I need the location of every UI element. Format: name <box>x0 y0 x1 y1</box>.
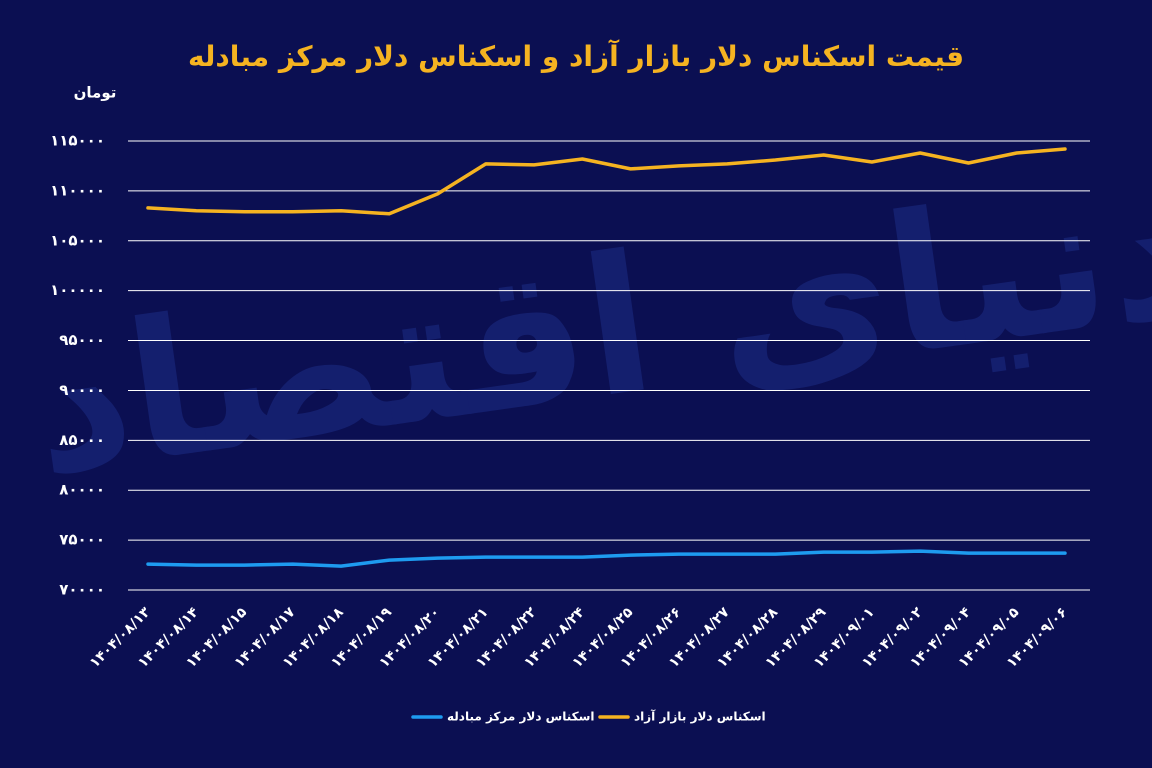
y-tick-label: ۸۵۰۰۰ <box>59 431 105 449</box>
y-tick-label: ۷۰۰۰۰ <box>59 581 105 599</box>
series-line <box>146 147 1067 216</box>
y-tick-label: ۹۰۰۰۰ <box>59 381 105 399</box>
y-axis-label: تومان <box>74 84 117 102</box>
series-line <box>146 549 1067 568</box>
legend-label: اسکناس دلار بازار آزاد <box>634 709 766 724</box>
y-tick-label: ۱۰۵۰۰۰ <box>50 231 105 249</box>
y-tick-label: ۱۱۰۰۰۰ <box>50 181 105 199</box>
y-tick-label: ۱۰۰۰۰۰ <box>50 281 105 299</box>
y-tick-label: ۹۵۰۰۰ <box>59 331 105 349</box>
chart-title: قیمت اسکناس دلار بازار آزاد و اسکناس دلا… <box>188 39 964 73</box>
y-tick-label: ۱۱۵۰۰۰ <box>50 132 105 150</box>
y-tick-label: ۷۵۰۰۰ <box>59 531 105 549</box>
y-tick-label: ۸۰۰۰۰ <box>59 481 105 499</box>
legend-label: اسکناس دلار مرکز مبادله <box>447 710 595 724</box>
